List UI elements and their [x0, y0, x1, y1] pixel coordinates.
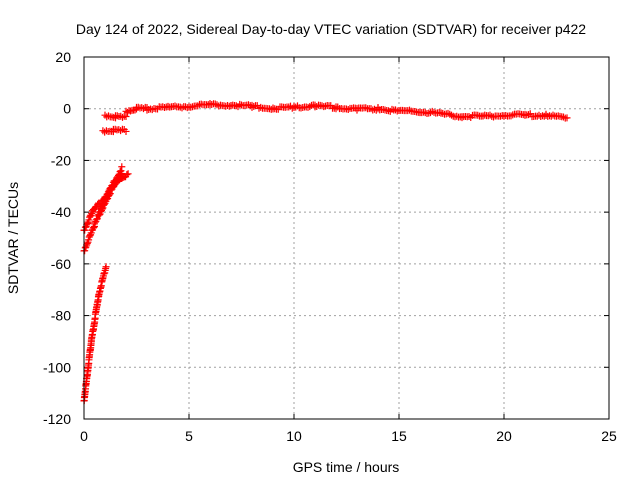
y-axis-label: SDTVAR / TECUs: [5, 182, 21, 294]
data-point: [123, 171, 131, 179]
series-group: [99, 125, 130, 136]
data-point: [367, 105, 375, 113]
data-point: [509, 111, 517, 119]
data-point: [122, 127, 130, 135]
data-point: [124, 170, 132, 178]
data-point: [257, 103, 265, 111]
series-group: [101, 111, 130, 122]
data-point: [116, 168, 124, 176]
data-point: [171, 102, 179, 110]
x-tick-label: 25: [601, 428, 617, 444]
data-point: [119, 113, 126, 121]
data-point: [225, 102, 233, 110]
x-axis-label: GPS time / hours: [293, 459, 400, 475]
y-tick-label: -120: [43, 411, 71, 427]
data-point: [507, 112, 515, 120]
data-point: [118, 163, 126, 171]
data-point: [99, 201, 107, 209]
plot-frame: [83, 56, 610, 420]
data-point: [89, 224, 97, 232]
y-tick-label: -80: [51, 308, 71, 324]
data-point: [124, 108, 131, 116]
data-point: [406, 106, 413, 114]
data-marks: [80, 100, 571, 405]
series-group: [95, 163, 126, 216]
data-point: [114, 171, 122, 179]
data-point: [140, 105, 147, 113]
data-point: [465, 113, 473, 121]
series-group: [122, 100, 571, 122]
data-point: [458, 114, 466, 122]
data-point: [117, 127, 125, 135]
data-point: [549, 111, 557, 119]
data-point: [117, 167, 125, 175]
data-point: [101, 111, 109, 119]
data-point: [90, 223, 98, 231]
chart-title: Day 124 of 2022, Sidereal Day-to-day VTE…: [76, 21, 586, 37]
y-tick-label: -40: [51, 204, 71, 220]
data-point: [102, 263, 110, 271]
data-point: [362, 104, 370, 112]
data-point: [84, 219, 91, 227]
data-point: [105, 112, 112, 120]
y-tick-label: -100: [43, 359, 71, 375]
x-tick-label: 15: [391, 428, 407, 444]
y-tick-label: 0: [63, 101, 71, 117]
x-tick-label: 20: [496, 428, 512, 444]
x-tick-label: 5: [185, 428, 193, 444]
x-tick-label: 10: [286, 428, 302, 444]
data-point: [563, 114, 571, 122]
y-tick-label: -60: [51, 256, 71, 272]
data-point: [448, 111, 455, 119]
data-point: [111, 177, 119, 185]
data-point: [232, 102, 240, 110]
axis-ticks: 0 5 10 15 20 25 -120 -100 -80 -60 -40 -20 0 20: [43, 49, 617, 444]
x-tick-label: 0: [80, 428, 88, 444]
y-tick-label: 20: [55, 49, 71, 65]
data-point: [344, 105, 352, 113]
data-point: [474, 111, 482, 119]
data-point: [560, 113, 567, 121]
y-tick-label: -20: [51, 152, 71, 168]
data-point: [127, 107, 134, 115]
data-point: [83, 240, 91, 248]
series-group: [80, 263, 110, 405]
